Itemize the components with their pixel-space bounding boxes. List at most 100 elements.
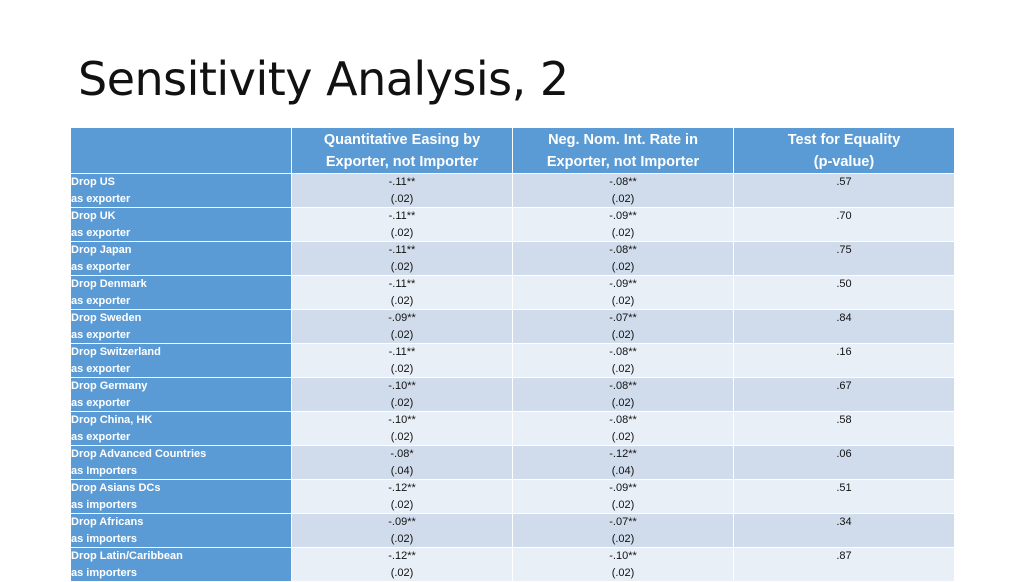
qe-std-error: (.02) <box>390 294 414 307</box>
nir-cell: -.08** (.02) <box>512 241 734 276</box>
qe-cell: -.08* (.04) <box>291 445 513 480</box>
pvalue-cell: .75 <box>733 241 955 276</box>
table-row: Drop US as exporter -.11** (.02) -.08** … <box>70 173 955 208</box>
qe-coefficient: -.11** <box>388 278 416 290</box>
nir-std-error: (.02) <box>611 294 635 307</box>
nir-cell: -.08** (.02) <box>512 377 734 412</box>
row-label-line2: as exporter <box>71 362 131 375</box>
slide-title: Sensitivity Analysis, 2 <box>78 52 569 106</box>
qe-std-error: (.04) <box>390 464 414 477</box>
row-label-line1: Drop Africans <box>71 516 144 528</box>
nir-coefficient: -.08** <box>609 346 637 358</box>
row-label-line1: Drop Asians DCs <box>71 482 161 494</box>
row-label: Drop Germany as exporter <box>70 377 292 412</box>
nir-coefficient: -.07** <box>609 516 637 528</box>
p-value: .16 <box>836 346 852 358</box>
p-value: .84 <box>836 312 852 324</box>
nir-std-error: (.04) <box>611 464 635 477</box>
nir-coefficient: -.09** <box>609 482 637 494</box>
pvalue-cell: .50 <box>733 275 955 310</box>
row-label-line1: Drop Germany <box>71 380 148 392</box>
nir-cell: -.12** (.04) <box>512 445 734 480</box>
row-label: Drop US as exporter <box>70 173 292 208</box>
row-label: Drop China, HK as exporter <box>70 411 292 446</box>
row-label-line2: as importers <box>71 498 138 511</box>
results-table: Quantitative Easing by Exporter, not Imp… <box>70 127 955 582</box>
nir-coefficient: -.08** <box>609 380 637 392</box>
row-label-line1: Drop US <box>71 176 116 188</box>
qe-cell: -.10** (.02) <box>291 411 513 446</box>
row-label: Drop Latin/Caribbean as importers <box>70 547 292 582</box>
qe-cell: -.11** (.02) <box>291 207 513 242</box>
nir-std-error: (.02) <box>611 396 635 409</box>
row-label-line2: as Importers <box>71 464 138 477</box>
qe-cell: -.11** (.02) <box>291 173 513 208</box>
p-value: .57 <box>836 176 852 188</box>
nir-std-error: (.02) <box>611 328 635 341</box>
row-label-line2: as importers <box>71 532 138 545</box>
row-label: Drop Africans as importers <box>70 513 292 548</box>
table-row: Drop Asians DCs as importers -.12** (.02… <box>70 479 955 514</box>
row-label-line2: as exporter <box>71 192 131 205</box>
p-value: .34 <box>836 516 852 528</box>
header-row: Quantitative Easing by Exporter, not Imp… <box>70 127 955 174</box>
p-value: .06 <box>836 448 852 460</box>
table-row: Drop Switzerland as exporter -.11** (.02… <box>70 343 955 378</box>
qe-cell: -.09** (.02) <box>291 309 513 344</box>
qe-coefficient: -.10** <box>388 380 416 392</box>
nir-coefficient: -.09** <box>609 210 637 222</box>
nir-coefficient: -.10** <box>609 550 637 562</box>
qe-cell: -.11** (.02) <box>291 241 513 276</box>
pvalue-cell: .70 <box>733 207 955 242</box>
pvalue-cell: .87 <box>733 547 955 582</box>
p-value: .75 <box>836 244 852 256</box>
row-label: Drop Switzerland as exporter <box>70 343 292 378</box>
nir-coefficient: -.09** <box>609 278 637 290</box>
nir-std-error: (.02) <box>611 226 635 239</box>
row-label: Drop Denmark as exporter <box>70 275 292 310</box>
qe-cell: -.12** (.02) <box>291 547 513 582</box>
row-label-line1: Drop UK <box>71 210 116 222</box>
row-label-line1: Drop Advanced Countries <box>71 448 207 460</box>
row-label-line1: Drop Denmark <box>71 278 147 290</box>
table-row: Drop Advanced Countries as Importers -.0… <box>70 445 955 480</box>
qe-coefficient: -.11** <box>388 210 416 222</box>
qe-coefficient: -.11** <box>388 244 416 256</box>
table-row: Drop Japan as exporter -.11** (.02) -.08… <box>70 241 955 276</box>
row-label-line2: as exporter <box>71 430 131 443</box>
row-label-line2: as exporter <box>71 226 131 239</box>
qe-std-error: (.02) <box>390 362 414 375</box>
row-label: Drop Asians DCs as importers <box>70 479 292 514</box>
nir-cell: -.08** (.02) <box>512 343 734 378</box>
row-label-line2: as exporter <box>71 328 131 341</box>
qe-cell: -.11** (.02) <box>291 275 513 310</box>
qe-std-error: (.02) <box>390 260 414 273</box>
pvalue-cell: .51 <box>733 479 955 514</box>
pvalue-cell: .84 <box>733 309 955 344</box>
row-label-line1: Drop Sweden <box>71 312 142 324</box>
nir-coefficient: -.08** <box>609 244 637 256</box>
qe-coefficient: -.10** <box>388 414 416 426</box>
table-row: Drop Africans as importers -.09** (.02) … <box>70 513 955 548</box>
qe-cell: -.11** (.02) <box>291 343 513 378</box>
qe-coefficient: -.12** <box>388 482 416 494</box>
qe-coefficient: -.09** <box>388 312 416 324</box>
row-label: Drop Advanced Countries as Importers <box>70 445 292 480</box>
nir-coefficient: -.12** <box>609 448 637 460</box>
row-label-line2: as exporter <box>71 294 131 307</box>
nir-cell: -.08** (.02) <box>512 173 734 208</box>
qe-cell: -.09** (.02) <box>291 513 513 548</box>
row-label-line2: as exporter <box>71 396 131 409</box>
pvalue-cell: .57 <box>733 173 955 208</box>
nir-coefficient: -.08** <box>609 414 637 426</box>
row-label: Drop UK as exporter <box>70 207 292 242</box>
nir-coefficient: -.07** <box>609 312 637 324</box>
p-value: .58 <box>836 414 852 426</box>
nir-std-error: (.02) <box>611 192 635 205</box>
pvalue-cell: .58 <box>733 411 955 446</box>
p-value: .87 <box>836 550 852 562</box>
nir-std-error: (.02) <box>611 430 635 443</box>
row-label-line2: as importers <box>71 566 138 579</box>
qe-coefficient: -.11** <box>388 176 416 188</box>
table-row: Drop Latin/Caribbean as importers -.12**… <box>70 547 955 582</box>
